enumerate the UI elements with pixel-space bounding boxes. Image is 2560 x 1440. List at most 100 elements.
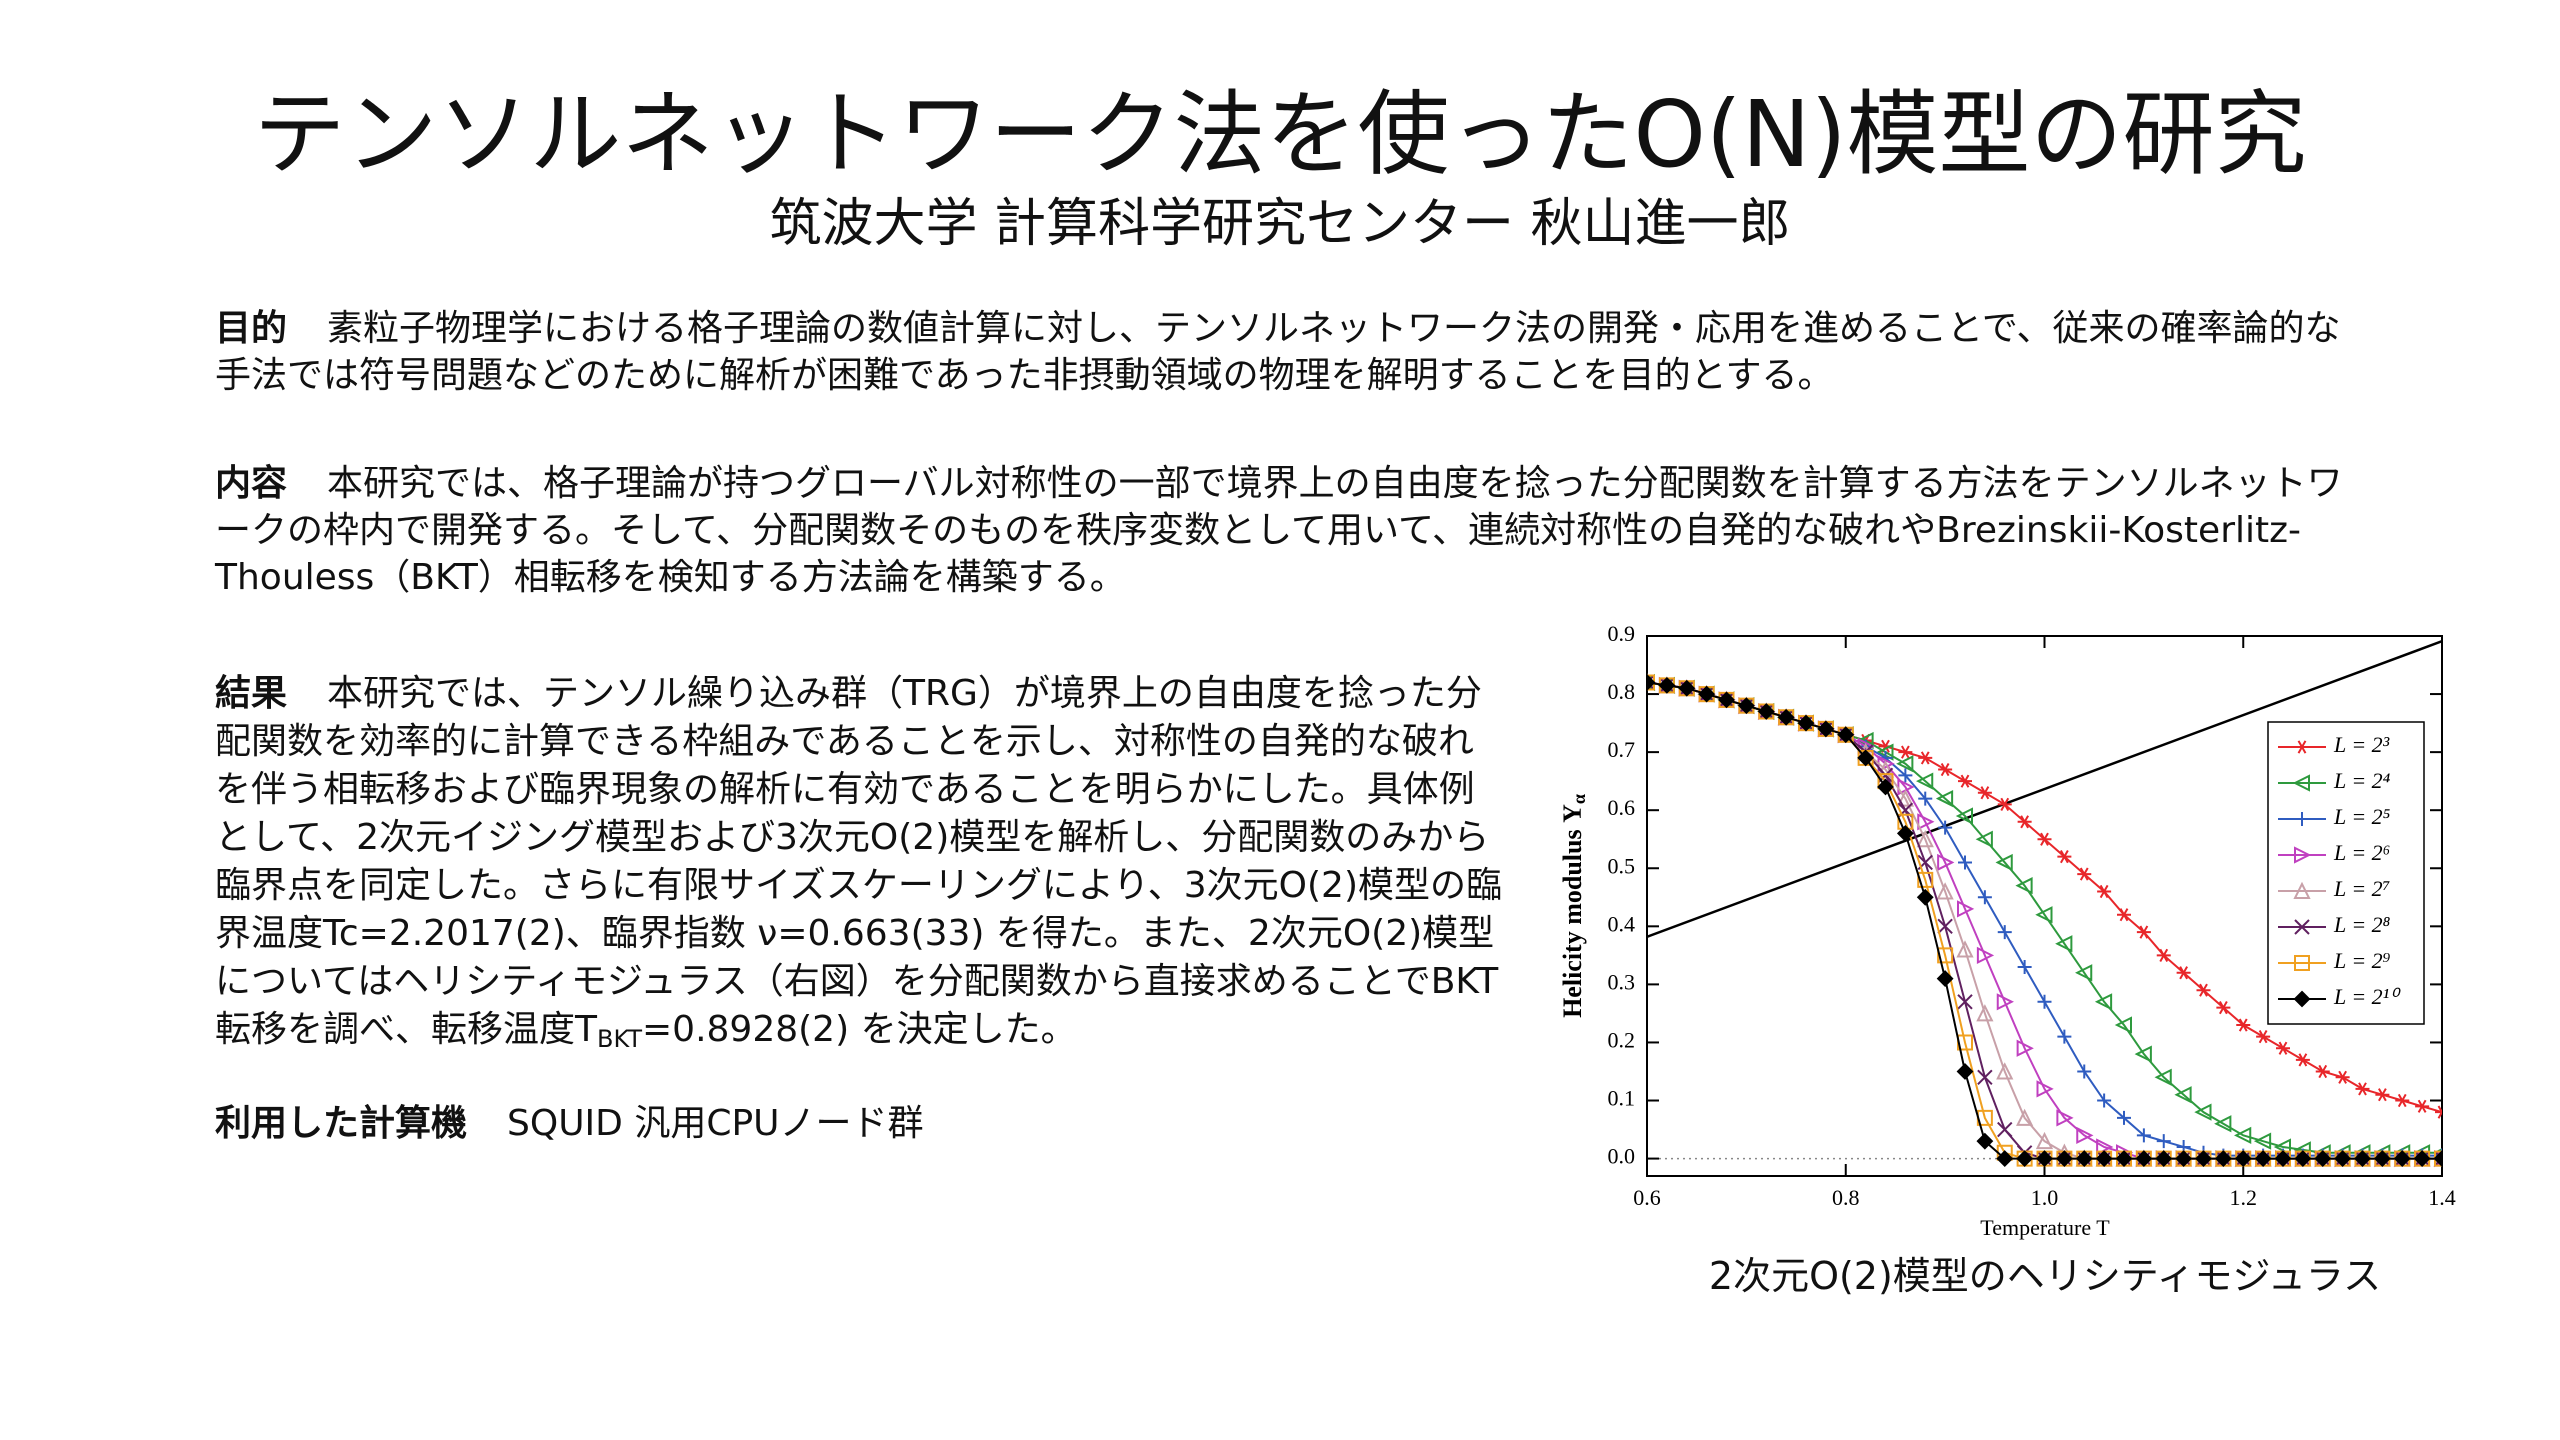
data-point <box>1957 1034 1973 1051</box>
data-point <box>1817 720 1834 737</box>
figure-caption: 2次元O(2)模型のヘリシティモジュラス <box>1708 1254 2382 1298</box>
data-point <box>2135 1150 2153 1167</box>
legend-label: L = 2⁶ <box>2333 840 2390 865</box>
x-axis-label: Temperature T <box>1980 1215 2110 1240</box>
y-tick-label: 0.4 <box>1608 911 1636 936</box>
data-point <box>1997 1121 2013 1138</box>
data-point <box>2117 908 2131 922</box>
data-point <box>2095 1150 2113 1167</box>
data-point <box>2434 1150 2442 1167</box>
data-point <box>2035 906 2053 924</box>
data-point <box>1997 925 2012 940</box>
data-point <box>2156 1134 2171 1149</box>
data-point <box>1898 768 1913 783</box>
data-point <box>2115 1150 2133 1167</box>
data-point <box>2075 964 2093 982</box>
data-point <box>1997 797 2012 811</box>
data-point <box>1996 993 2014 1011</box>
subtitle: 筑波大学 計算科学研究センター 秋山進一郎 <box>769 194 1791 254</box>
data-point <box>2175 1150 2193 1167</box>
data-point <box>2234 1126 2252 1144</box>
data-point <box>1996 1062 2014 1080</box>
data-point <box>2056 1109 2074 1127</box>
legend-marker <box>2294 919 2310 935</box>
data-point <box>1896 825 1914 842</box>
data-point <box>2156 948 2171 962</box>
data-point <box>2335 1070 2350 1084</box>
data-point <box>1957 900 1975 918</box>
data-point <box>1647 674 1655 691</box>
reference-line <box>1647 640 2442 938</box>
legend-marker <box>2294 955 2310 971</box>
data-point <box>2373 1150 2391 1167</box>
data-point <box>2016 1150 2034 1167</box>
data-point <box>2017 815 2032 829</box>
legend-marker <box>2295 740 2309 754</box>
data-point <box>2394 1150 2411 1167</box>
data-point <box>2155 1150 2173 1167</box>
data-point <box>1798 715 1814 732</box>
data-point <box>2136 1128 2151 1143</box>
data-point <box>1678 679 1696 697</box>
data-point <box>2016 1150 2033 1167</box>
y-tick-label: 0.8 <box>1608 679 1636 704</box>
data-point <box>2276 1041 2290 1055</box>
data-point <box>1938 762 1953 777</box>
data-point <box>1658 676 1676 694</box>
section: 内容 本研究では、格子理論が持つグローバル対称性の一部で境界上の自由度を捻った分配… <box>215 460 2375 601</box>
data-point <box>2036 1150 2053 1167</box>
data-point <box>1958 855 1972 870</box>
data-point <box>2375 1088 2390 1102</box>
data-point <box>1837 726 1855 744</box>
legend-marker <box>2293 990 2311 1008</box>
y-tick-label: 0.7 <box>1608 737 1636 762</box>
data-point <box>2076 1126 2094 1144</box>
data-point <box>2055 1150 2073 1167</box>
data-point <box>1738 697 1755 714</box>
data-point <box>2214 1150 2232 1167</box>
data-point <box>2075 1150 2093 1167</box>
data-point <box>2395 1093 2410 1108</box>
plot-area <box>1647 640 2442 1168</box>
data-point <box>2255 1150 2272 1167</box>
data-point <box>1937 947 1954 964</box>
y-axis-label: Helicity modulus Υα <box>1558 794 1589 1018</box>
data-point <box>2215 1150 2232 1167</box>
data-point <box>2295 1053 2310 1067</box>
legend-marker <box>2293 881 2311 899</box>
section-label: 内容 <box>215 463 288 504</box>
data-point <box>1958 774 1972 788</box>
data-point <box>2235 1150 2252 1167</box>
legend: L = 2³ L = 2⁴ L = 2⁵ L = 2⁶ L = 2⁷ L = 2⁸ L = … <box>2267 721 2425 1025</box>
x-tick-label: 1.2 <box>2230 1185 2258 1210</box>
legend-label: L = 2¹⁰ <box>2333 984 2401 1009</box>
section-text: 本研究では、格子理論が持つグローバル対称性の一部で境界上の自由度を捻った分配関数… <box>215 463 2343 598</box>
legend-label: L = 2⁵ <box>2333 804 2391 829</box>
data-point <box>1977 890 1992 905</box>
y-tick-label: 0.6 <box>1608 795 1636 820</box>
legend-marker <box>2292 774 2310 792</box>
y-tick-label: 0.9 <box>1608 621 1636 646</box>
section-label: 目的 <box>215 308 288 349</box>
x-tick-label: 1.4 <box>2428 1185 2456 1210</box>
data-point <box>2057 850 2072 864</box>
data-point <box>1758 703 1775 720</box>
data-point <box>1678 680 1695 697</box>
data-point <box>1797 714 1815 732</box>
data-point <box>2274 1150 2292 1167</box>
legend-label: L = 2⁷ <box>2333 876 2390 901</box>
data-point <box>2314 1150 2331 1167</box>
data-point <box>1857 749 1875 767</box>
section: 結果 本研究では、テンソル繰り込み群（TRG）が境界上の自由度を捻った分配関数を効… <box>215 670 1505 1063</box>
data-point <box>1718 691 1735 708</box>
data-point <box>1916 829 1934 848</box>
data-point <box>2354 1150 2371 1167</box>
data-point <box>2414 1150 2431 1167</box>
data-point <box>2435 1105 2442 1119</box>
data-point <box>2094 993 2113 1011</box>
section: 利用した計算機 SQUID 汎用CPUノード群 <box>215 1100 1505 1147</box>
y-tick-label: 0.3 <box>1608 969 1636 994</box>
data-point <box>2036 1080 2054 1098</box>
data-point <box>1956 940 1974 958</box>
data-point <box>1857 749 1874 766</box>
